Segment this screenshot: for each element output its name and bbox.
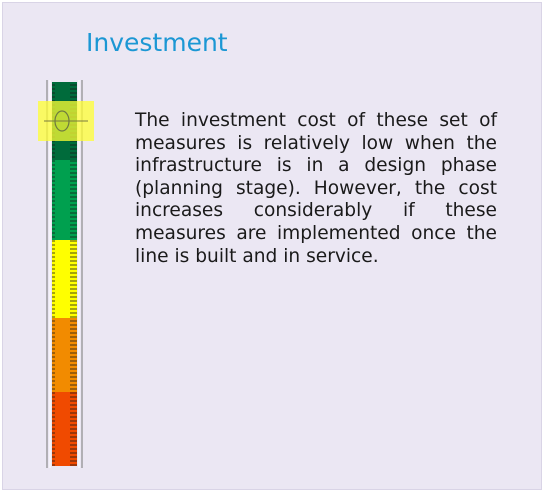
description: The investment cost of these set of meas… <box>135 110 497 267</box>
gauge-ticks <box>52 82 77 466</box>
title: Investment <box>86 28 228 57</box>
marker <box>54 110 70 132</box>
